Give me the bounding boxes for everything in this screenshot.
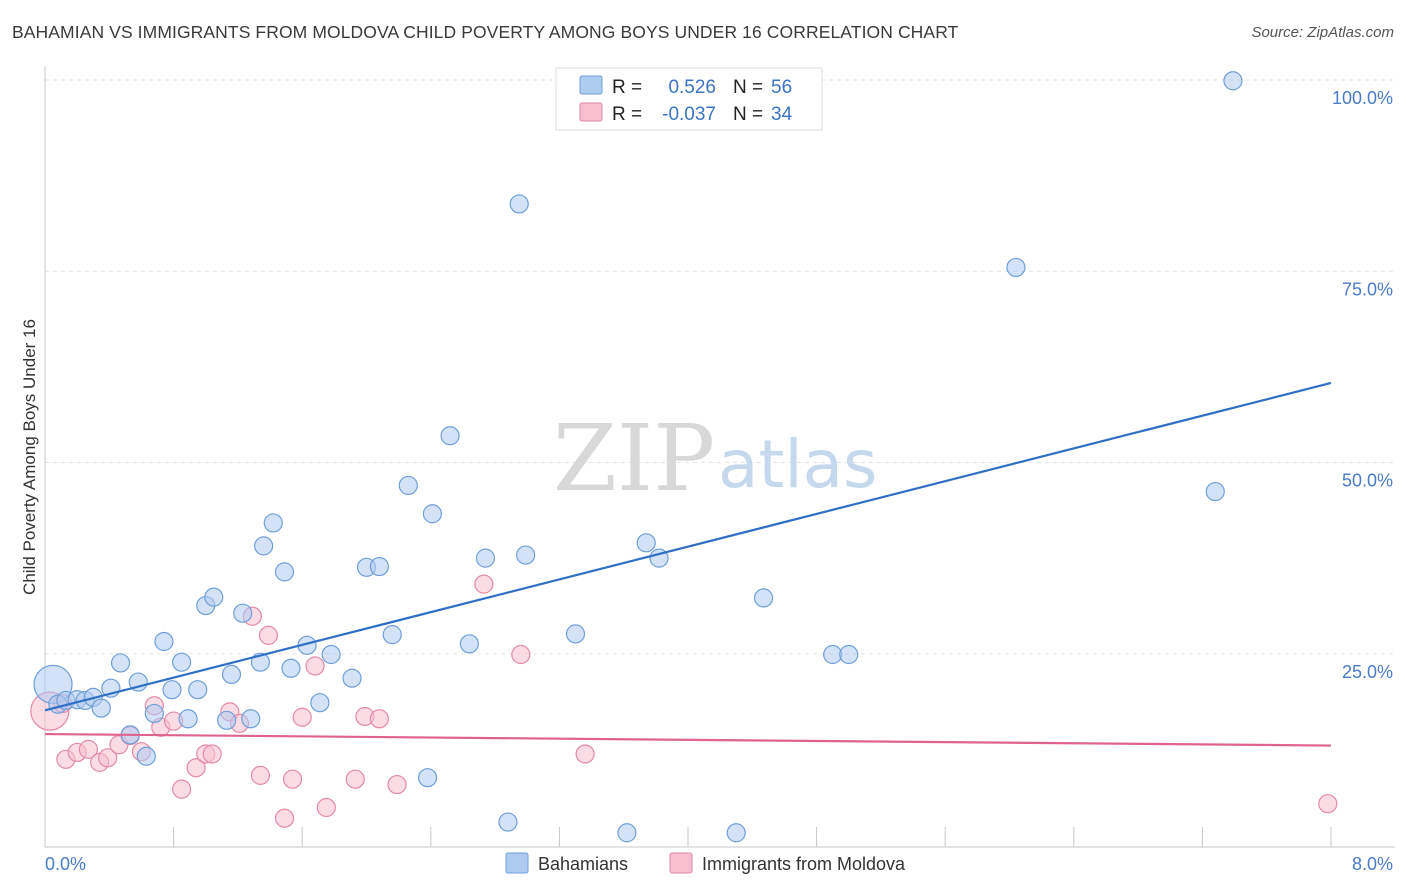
bahamians-point [188,680,208,700]
bahamians-point [475,548,496,568]
bahamians-point [1223,71,1243,91]
bahamians-point [241,709,261,729]
bahamians-point [417,768,438,788]
y-tick-label: 100.0% [1332,88,1393,108]
bahamians-trend-line [44,381,1332,712]
bahamians-point [110,653,131,673]
y-tick-label: 75.0% [1342,279,1393,299]
moldova-point [292,707,312,727]
legend-n-label: N = [733,104,763,125]
legend-swatch-moldova [579,102,603,122]
legend-r-label: R = [612,77,642,98]
bahamians-point [636,533,656,553]
y-tick-label: 50.0% [1342,471,1393,491]
gridlines [45,79,1395,655]
bahamians-point [342,668,362,688]
bahamians-point [1006,257,1026,278]
bahamians-point [459,634,479,654]
bahamians-point [509,194,529,214]
watermark-atlas: atlas [718,426,878,503]
bahamians-point [274,562,295,582]
bottom-legend-swatch-bahamians [505,852,529,874]
bahamians-point [753,588,774,608]
bahamians-point [398,475,418,496]
x-tick-label: 0.0% [45,854,86,874]
source-label: Source: ZipAtlas.com [1251,24,1394,41]
bahamians-point [617,823,637,843]
moldova-point [250,765,271,785]
bahamians-point [310,693,330,713]
x-tick-label: 8.0% [1352,854,1393,874]
y-tick-label: 25.0% [1342,662,1393,682]
bottom-legend-label-moldova: Immigrants from Moldova [702,854,906,874]
bahamians-point [839,644,859,665]
moldova-point [202,744,222,764]
bahamians-point [565,624,586,644]
bahamians-point [498,812,518,832]
moldova-point [511,644,531,665]
moldova-point [274,808,295,828]
moldova-point [98,748,118,768]
bahamians-point [321,644,341,665]
x-tick-labels: 0.0% 8.0% [45,854,1393,874]
moldova-point [258,625,279,645]
moldova-point [78,739,99,759]
bahamians-point [422,504,443,524]
moldova-point [474,574,494,594]
moldova-point [305,656,325,676]
legend-swatch-bahamians [579,75,603,95]
bahamians-point [516,545,536,565]
bahamians-point [172,652,192,672]
bahamians-point [233,603,253,623]
bahamians-point [91,698,111,718]
moldova-point [172,779,192,799]
series-moldova-points [30,574,1338,828]
bahamians-point [221,664,242,685]
bahamians-point [726,823,746,843]
y-axis-label: Child Poverty Among Boys Under 16 [20,319,39,595]
bahamians-point [263,513,283,533]
bahamians-point [823,644,843,665]
legend-r-value: 0.526 [668,77,716,98]
bahamians-point [1205,481,1225,502]
moldova-point [575,744,595,764]
moldova-point [282,769,303,789]
bahamians-point [178,709,198,729]
bahamians-point [254,536,274,556]
bahamians-point [369,556,389,577]
moldova-point [345,769,365,789]
bahamians-point [162,680,182,700]
legend-r-value: -0.037 [662,104,716,125]
bahamians-point [382,625,402,645]
bahamians-point [204,587,224,607]
chart-title: BAHAMIAN VS IMMIGRANTS FROM MOLDOVA CHIL… [12,22,959,42]
bahamians-point [154,631,174,652]
bahamians-point [281,658,301,678]
moldova-trend-line [44,732,1332,747]
moldova-point [369,709,389,729]
bottom-legend-label-bahamians: Bahamians [538,854,628,874]
legend-box: R = 0.526 N = 56 R = -0.037 N = 34 [555,67,823,131]
moldova-point [1318,794,1338,814]
watermark: ZIP atlas [553,405,878,512]
watermark-zip: ZIP [553,405,715,512]
bottom-legend: Bahamians Immigrants from Moldova [505,852,906,874]
legend-n-label: N = [733,77,763,98]
bahamians-point [440,426,460,446]
bahamians-point [144,703,164,724]
bottom-legend-swatch-moldova [669,852,693,874]
y-tick-labels: 100.0% 75.0% 50.0% 25.0% [1332,88,1393,682]
bahamians-point [136,746,156,766]
bahamians-point [217,710,237,730]
legend-n-value: 56 [771,77,792,98]
legend-r-label: R = [612,104,642,125]
moldova-point [186,758,206,778]
trend-lines [44,381,1332,747]
moldova-point [387,774,407,795]
legend-n-value: 34 [771,104,793,125]
moldova-point [316,797,336,818]
